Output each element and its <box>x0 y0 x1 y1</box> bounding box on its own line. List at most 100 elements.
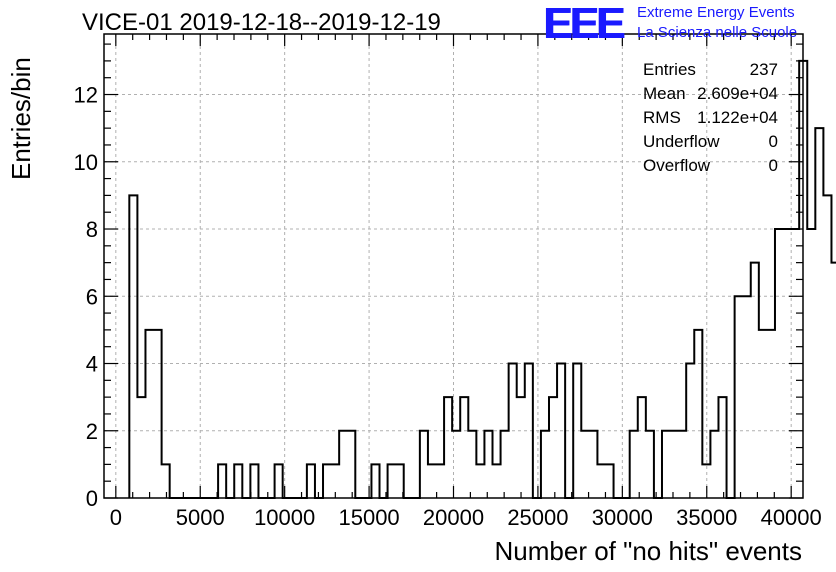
histogram-bin <box>686 364 694 498</box>
histogram-bin <box>735 296 743 498</box>
stat-row-underflow: Underflow 0 <box>640 130 780 154</box>
chart-title: VICE-01 2019-12-18--2019-12-19 <box>82 9 441 36</box>
histogram-bin <box>323 464 331 498</box>
histogram-bin <box>710 431 718 498</box>
x-tick-label: 30000 <box>592 505 653 530</box>
stat-value: 237 <box>749 60 778 79</box>
histogram-bin <box>468 431 476 498</box>
stat-row-mean: Mean 2.609e+04 <box>640 82 780 106</box>
y-tick-label: 12 <box>74 83 98 108</box>
histogram-bin <box>638 397 646 498</box>
histogram-bin <box>137 397 145 498</box>
stats-box: Entries 237 Mean 2.609e+04 RMS 1.122e+04… <box>640 58 780 178</box>
y-tick-label: 0 <box>86 486 98 511</box>
stat-label: Mean <box>643 84 686 103</box>
logo-line-1: Extreme Energy Events <box>637 4 795 21</box>
stat-value: 2.609e+04 <box>697 84 778 103</box>
histogram-bin <box>743 296 751 498</box>
histogram-bin <box>371 464 379 498</box>
y-tick-label: 10 <box>74 150 98 175</box>
histogram-bin <box>573 364 581 498</box>
histogram-bin <box>702 464 710 498</box>
x-axis-label: Number of "no hits" events <box>494 536 803 566</box>
logo-line-2: La Scienza nelle Scuole <box>637 24 798 41</box>
histogram-bin <box>630 431 638 498</box>
stat-row-entries: Entries 237 <box>640 58 780 82</box>
stat-label: Entries <box>643 60 696 79</box>
y-tick-label: 2 <box>86 419 98 444</box>
histogram-bin <box>484 431 492 498</box>
x-tick-label: 20000 <box>423 505 484 530</box>
y-tick-label: 8 <box>86 217 98 242</box>
histogram-bin <box>218 464 226 498</box>
eee-logo: EEE Extreme Energy Events La Scienza nel… <box>543 2 833 46</box>
stat-label: RMS <box>643 108 681 127</box>
histogram-bin <box>509 364 517 498</box>
histogram-bin <box>476 464 484 498</box>
histogram-bin <box>694 330 702 498</box>
histogram-bin <box>460 397 468 498</box>
histogram-bin <box>307 464 315 498</box>
histogram-bin <box>501 431 509 498</box>
histogram-bin <box>396 464 404 498</box>
histogram-bin <box>129 195 137 498</box>
x-tick-label: 25000 <box>507 505 568 530</box>
histogram-bin <box>815 128 823 498</box>
histogram-bin <box>388 464 396 498</box>
histogram-bin <box>557 364 565 498</box>
histogram-bin <box>807 229 815 498</box>
y-tick-label: 4 <box>86 352 98 377</box>
stat-value: 0 <box>768 156 778 175</box>
histogram-bin <box>154 330 162 498</box>
histogram-bin <box>581 431 589 498</box>
histogram-bin <box>436 464 444 498</box>
histogram-bin <box>234 464 242 498</box>
x-tick-label: 5000 <box>176 505 225 530</box>
histogram-bin <box>783 229 791 498</box>
x-tick-label: 10000 <box>254 505 315 530</box>
tick-labels: 0 5000 10000 15000 20000 25000 30000 35000 40000… <box>74 83 822 530</box>
histogram-bin <box>549 397 557 498</box>
histogram-bin <box>517 397 525 498</box>
histogram-bin <box>145 330 153 498</box>
histogram-bin <box>791 229 799 498</box>
histogram-bin <box>589 431 597 498</box>
histogram-bin <box>678 431 686 498</box>
histogram-bin <box>331 464 339 498</box>
logo-mark: EEE <box>543 0 625 48</box>
histogram-bin <box>597 464 605 498</box>
stat-label: Overflow <box>643 156 711 175</box>
histogram-bin <box>525 364 533 498</box>
histogram-bin <box>662 431 670 498</box>
histogram-bin <box>775 229 783 498</box>
histogram-bin <box>670 431 678 498</box>
histogram-bin <box>759 330 767 498</box>
histogram-bin <box>428 464 436 498</box>
stat-value: 1.122e+04 <box>697 108 778 127</box>
histogram-bin <box>751 263 759 498</box>
histogram-bin <box>339 431 347 498</box>
histogram-bin <box>420 431 428 498</box>
histogram-bin <box>444 397 452 498</box>
histogram-bin <box>646 431 654 498</box>
stat-row-rms: RMS 1.122e+04 <box>640 106 780 130</box>
histogram-bin <box>718 397 726 498</box>
histogram-bin <box>831 263 836 498</box>
histogram-bin <box>347 431 355 498</box>
histogram-bin <box>250 464 258 498</box>
stat-row-overflow: Overflow 0 <box>640 154 780 178</box>
x-tick-label: 35000 <box>676 505 737 530</box>
histogram-bin <box>767 330 775 498</box>
y-axis-label: Entries/bin <box>6 57 36 180</box>
histogram-bin <box>541 431 549 498</box>
x-tick-label: 40000 <box>761 505 822 530</box>
histogram-bin <box>162 464 170 498</box>
stat-value: 0 <box>768 132 778 151</box>
histogram-bin <box>452 431 460 498</box>
histogram-bin <box>605 464 613 498</box>
histogram-bin <box>823 195 831 498</box>
plot-frame <box>103 33 804 499</box>
histogram-bin <box>493 464 501 498</box>
stat-label: Underflow <box>643 132 720 151</box>
